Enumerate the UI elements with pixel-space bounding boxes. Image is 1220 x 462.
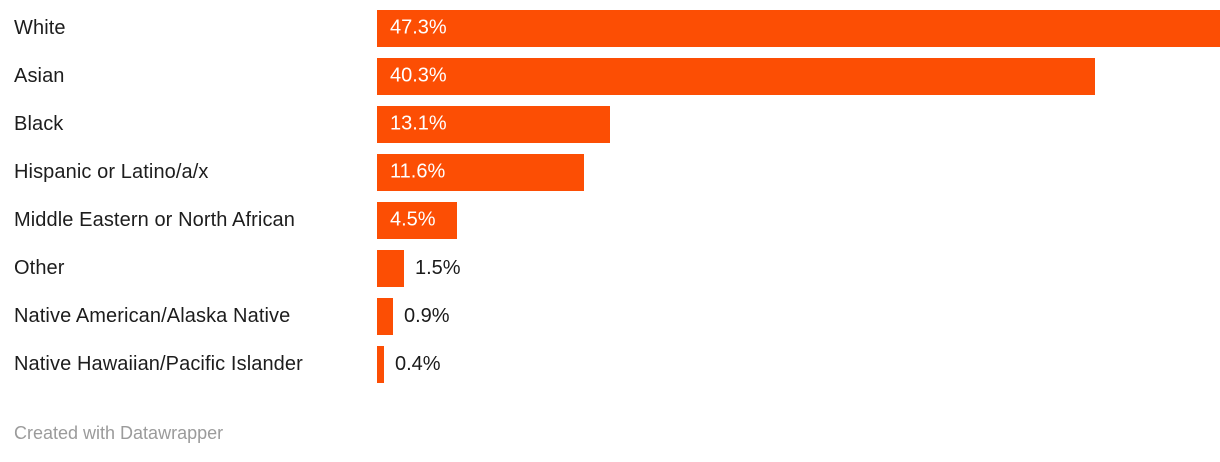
bar [377,57,1095,95]
chart-row: Black 13.1% [0,100,1220,148]
value-label: 0.9% [404,304,450,327]
value-label: 1.5% [415,256,461,279]
bar-track: 13.1% [377,100,1220,148]
datawrapper-attribution-link[interactable]: Created with Datawrapper [14,423,224,443]
value-label: 47.3% [390,16,447,39]
category-label: Native American/Alaska Native [14,304,291,327]
value-label: 0.4% [395,352,441,375]
category-label: Middle Eastern or North African [14,208,296,231]
category-label: White [14,16,66,39]
bar [377,201,457,239]
bar [377,105,610,143]
bar-track: 47.3% [377,4,1220,52]
bar [377,249,404,287]
bar [377,9,1220,47]
bar-track: 1.5% [377,244,1220,292]
chart-row: White 47.3% [0,4,1220,52]
chart-row: Other 1.5% [0,244,1220,292]
category-label: Asian [14,64,65,87]
bar-track: 4.5% [377,196,1220,244]
value-label: 40.3% [390,64,447,87]
bar-track: 0.4% [377,340,1220,388]
value-label: 11.6% [390,160,446,183]
chart-row: Hispanic or Latino/a/x 11.6% [0,148,1220,196]
category-label: Black [14,112,64,135]
chart-plot-area: White 47.3% Asian 40.3% Black 13.1% Hisp… [0,4,1220,388]
chart-row: Middle Eastern or North African 4.5% [0,196,1220,244]
chart-row: Native American/Alaska Native 0.9% [0,292,1220,340]
chart-row: Asian 40.3% [0,52,1220,100]
bar [377,345,384,383]
bar-track: 11.6% [377,148,1220,196]
category-label: Hispanic or Latino/a/x [14,160,209,183]
chart-row: Native Hawaiian/Pacific Islander 0.4% [0,340,1220,388]
value-label: 4.5% [390,208,436,231]
bar-track: 40.3% [377,52,1220,100]
bar [377,297,393,335]
category-label: Native Hawaiian/Pacific Islander [14,352,303,375]
value-label: 13.1% [390,112,447,135]
bar-track: 0.9% [377,292,1220,340]
category-label: Other [14,256,65,279]
bar [377,153,584,191]
